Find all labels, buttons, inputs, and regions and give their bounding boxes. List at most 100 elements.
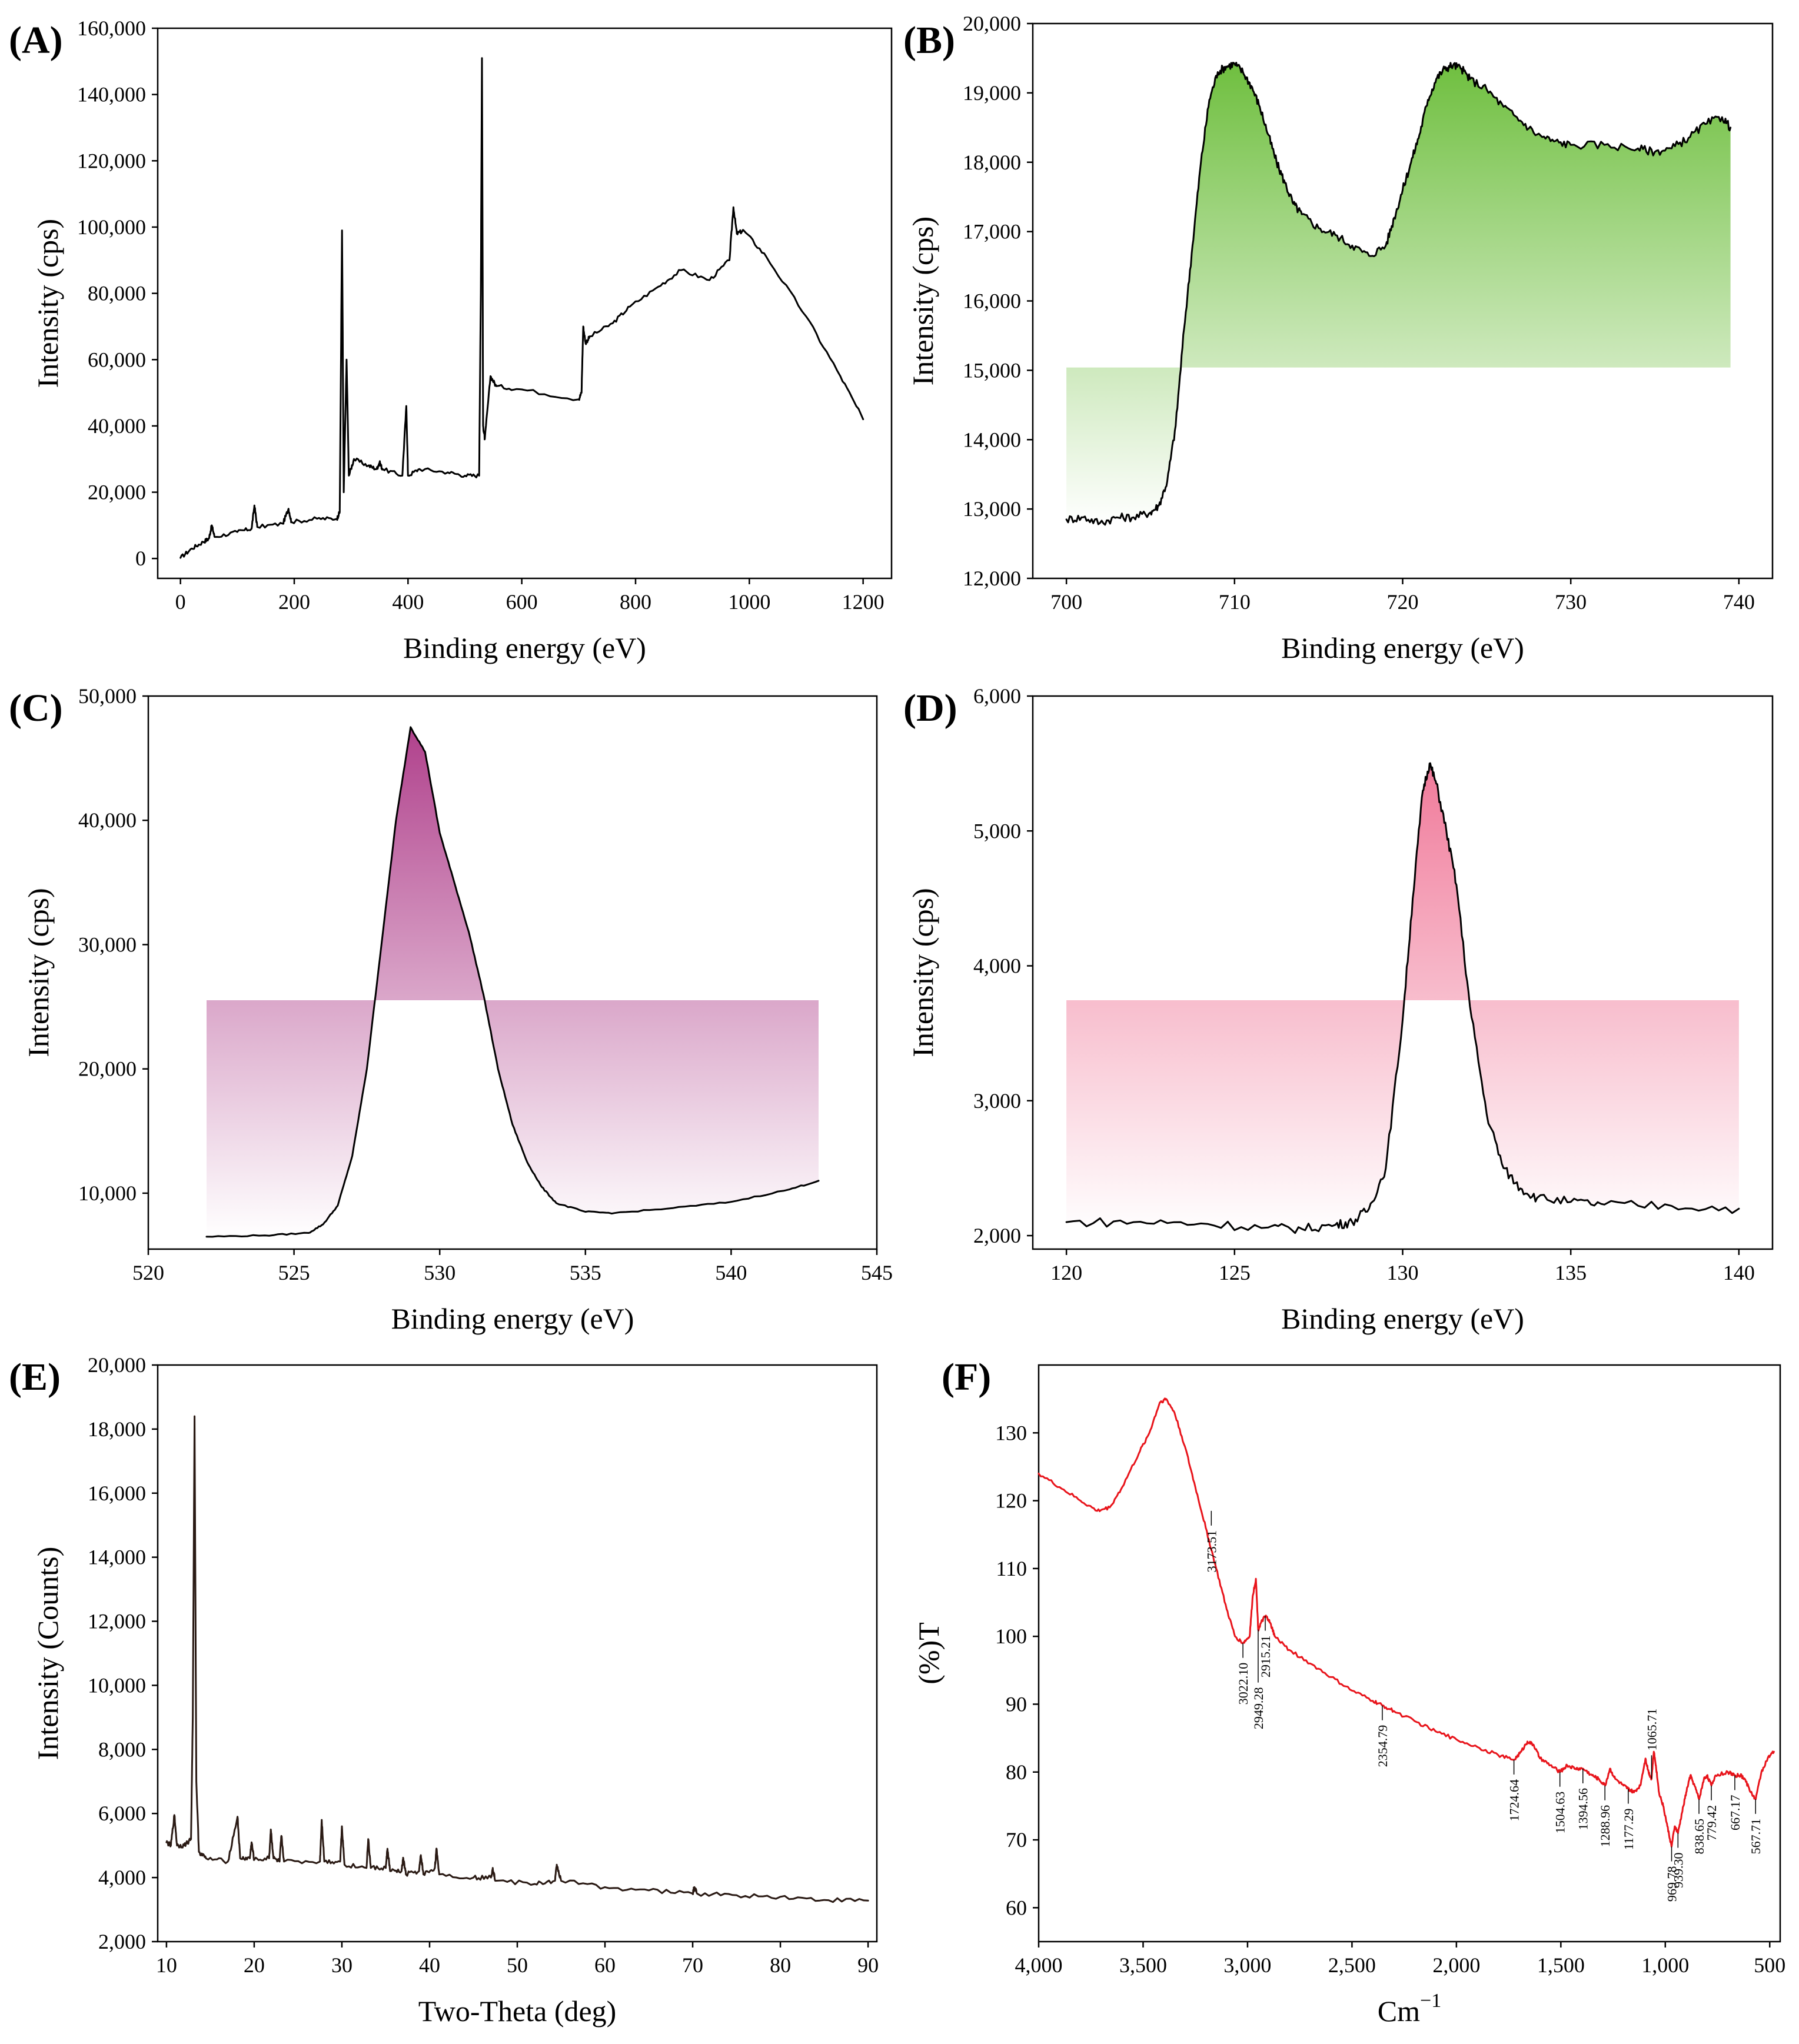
y-tick-label: 12,000 <box>88 1610 146 1633</box>
series-line <box>1037 1397 1775 1848</box>
plot-frame <box>147 695 878 1250</box>
chart-panel: (D) 120 125 130 135 140 2,000 3,000 4,000 5,000 6,… <box>903 684 1774 1335</box>
x-tick-label: 10 <box>156 1953 177 1977</box>
x-axis-label: Two-Theta (deg) <box>418 1995 617 2028</box>
x-tick-label: 1,500 <box>1537 1953 1585 1977</box>
peak-label: 2915.21 <box>1258 1636 1273 1678</box>
x-tick-label: 710 <box>1219 590 1251 614</box>
peak-label: 3173.51 <box>1204 1530 1219 1573</box>
series-line <box>1065 762 1740 1234</box>
series-line <box>1065 62 1732 526</box>
x-tick-label: 4,000 <box>1015 1953 1063 1977</box>
y-tick-label: 3,000 <box>973 1089 1021 1113</box>
y-axis-label: Intensity (cps) <box>22 888 55 1057</box>
y-tick-label: 70 <box>1006 1828 1027 1852</box>
x-tick-label: 90 <box>857 1953 879 1977</box>
peak-label: 1394.56 <box>1576 1788 1591 1830</box>
peak-label: 2354.79 <box>1375 1725 1390 1767</box>
panel-label: (A) <box>9 19 63 62</box>
panel-label: (E) <box>9 1356 61 1399</box>
x-tick-label: 80 <box>770 1953 791 1977</box>
x-tick-label: 125 <box>1219 1261 1251 1284</box>
y-tick-label: 100,000 <box>77 215 146 239</box>
panel-label: (F) <box>942 1356 991 1399</box>
y-tick-label: 10,000 <box>88 1673 146 1697</box>
y-tick-label: 50,000 <box>78 684 137 708</box>
x-tick-label: 2,000 <box>1432 1953 1480 1977</box>
peak-label: 1504.63 <box>1553 1792 1568 1834</box>
x-tick-label: 20 <box>244 1953 265 1977</box>
x-tick-label: 540 <box>715 1261 747 1284</box>
y-axis-label: Intensity (Counts) <box>31 1547 64 1760</box>
x-tick-label: 130 <box>1387 1261 1419 1284</box>
chart-panel: (A) 0 200 400 600 800 1000 1200 0 20,000 40,000 60,… <box>9 16 893 664</box>
peak-label: 667.17 <box>1728 1795 1743 1831</box>
y-tick-label: 130 <box>995 1421 1027 1444</box>
y-tick-label: 14,000 <box>88 1546 146 1569</box>
x-tick-label: 500 <box>1754 1953 1785 1977</box>
x-tick-label: 600 <box>506 590 538 614</box>
x-tick-label: 800 <box>620 590 651 614</box>
x-tick-label: 70 <box>682 1953 703 1977</box>
x-tick-label: 520 <box>132 1261 164 1284</box>
peak-label: 838.65 <box>1692 1819 1707 1855</box>
y-tick-label: 4,000 <box>973 954 1021 978</box>
x-tick-label: 530 <box>424 1261 455 1284</box>
chart-panel: (B) 700 710 720 730 740 12,000 13,000 14,000 15,0… <box>903 12 1774 664</box>
panel-label: (C) <box>9 687 63 730</box>
x-tick-label: 740 <box>1723 590 1755 614</box>
y-tick-label: 14,000 <box>963 428 1021 451</box>
y-tick-label: 120 <box>995 1489 1027 1513</box>
chart-panel: (E) 10 20 30 40 50 60 70 80 90 2,000 4,000 6,000 8,00… <box>9 1353 879 2028</box>
y-tick-label: 110 <box>996 1557 1027 1580</box>
y-tick-label: 100 <box>995 1624 1027 1648</box>
x-tick-label: 3,500 <box>1119 1953 1167 1977</box>
y-tick-label: 18,000 <box>963 151 1021 174</box>
y-tick-label: 20,000 <box>963 12 1021 35</box>
x-tick-label: 1200 <box>842 590 884 614</box>
y-tick-label: 20,000 <box>88 481 146 504</box>
series-line <box>205 726 820 1238</box>
y-tick-label: 2,000 <box>98 1930 146 1953</box>
peak-label: 939.30 <box>1671 1853 1685 1889</box>
y-tick-label: 60 <box>1006 1896 1027 1919</box>
y-tick-label: 0 <box>135 547 146 570</box>
x-tick-label: 0 <box>175 590 186 614</box>
y-tick-label: 120,000 <box>77 149 146 172</box>
y-tick-label: 12,000 <box>963 567 1021 590</box>
panel-label: (B) <box>903 19 955 62</box>
y-axis-label: Intensity (cps) <box>906 888 939 1057</box>
y-tick-label: 40,000 <box>88 414 146 438</box>
y-tick-label: 16,000 <box>963 289 1021 313</box>
x-tick-label: 1,000 <box>1641 1953 1689 1977</box>
series-fill <box>1066 62 1731 525</box>
x-axis-label: Binding energy (eV) <box>1281 631 1524 664</box>
peak-label: 2949.28 <box>1251 1687 1266 1730</box>
peak-label: 1724.64 <box>1507 1779 1522 1822</box>
y-tick-label: 80 <box>1006 1760 1027 1784</box>
y-tick-label: 60,000 <box>88 348 146 371</box>
peak-label: 1065.71 <box>1644 1709 1659 1751</box>
y-tick-label: 90 <box>1006 1692 1027 1716</box>
y-tick-label: 10,000 <box>78 1181 137 1205</box>
x-tick-label: 730 <box>1555 590 1587 614</box>
y-tick-label: 20,000 <box>78 1057 137 1081</box>
x-tick-label: 3,000 <box>1223 1953 1271 1977</box>
x-axis-label-superscript: −1 <box>1420 1990 1441 2012</box>
y-tick-label: 6,000 <box>973 684 1021 708</box>
plot-frame <box>157 1364 878 1943</box>
x-axis-label: Binding energy (eV) <box>391 1302 634 1335</box>
peak-label: 567.71 <box>1748 1819 1763 1855</box>
x-tick-label: 50 <box>507 1953 528 1977</box>
y-tick-label: 17,000 <box>963 220 1021 244</box>
y-tick-label: 160,000 <box>77 16 146 40</box>
x-tick-label: 700 <box>1050 590 1082 614</box>
peak-label: 1177.29 <box>1621 1809 1636 1850</box>
x-tick-label: 400 <box>392 590 424 614</box>
y-tick-label: 4,000 <box>98 1866 146 1889</box>
x-tick-label: 140 <box>1723 1261 1755 1284</box>
chart-panel: (F) 4,000 3,500 3,000 2,500 2,000 1,500 1,000 50… <box>912 1356 1785 2028</box>
x-tick-label: 720 <box>1387 590 1419 614</box>
y-tick-label: 18,000 <box>88 1417 146 1441</box>
